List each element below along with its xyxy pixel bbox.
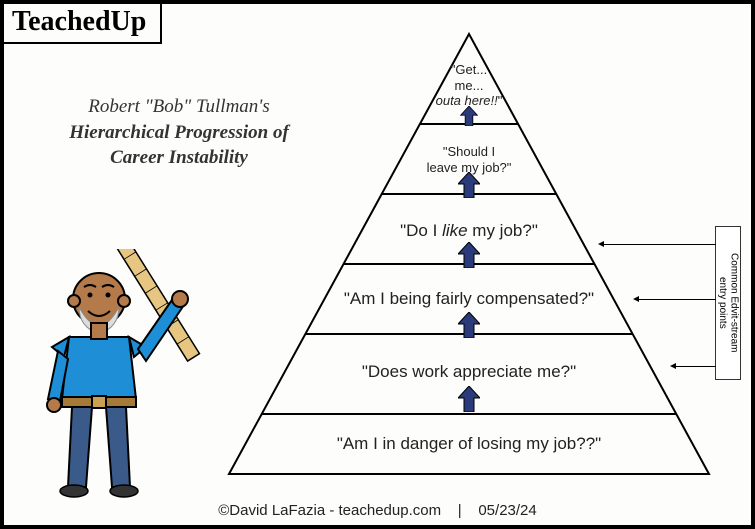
- arrow-up-icon: [458, 172, 480, 198]
- brand-logo: TeachedUp: [4, 4, 162, 44]
- pyramid-diagram: "Am I in danger of losing my job??" "Doe…: [219, 24, 719, 484]
- teacher-character: [34, 249, 214, 499]
- entry-points-text: Common Edvit-streamentry points: [717, 253, 740, 352]
- callout-leader-line: [639, 299, 716, 300]
- arrow-up-icon: [458, 386, 480, 412]
- callout-leader-line: [604, 244, 716, 245]
- pyramid-level-6-label: "Get...me...outa here!!": [219, 62, 719, 109]
- pyramid-level-4-label: "Do I like my job?": [219, 221, 719, 241]
- pyramid-level-1-label: "Am I in danger of losing my job??": [219, 434, 719, 454]
- footer-copyright: ©David LaFazia - teachedup.com: [218, 502, 441, 519]
- pyramid-level-2-label: "Does work appreciate me?": [219, 362, 719, 382]
- entry-points-callout: Common Edvit-streamentry points: [715, 226, 741, 380]
- arrow-up-icon: [458, 242, 480, 268]
- pyramid-level-5-label: "Should Ileave my job?": [219, 144, 719, 175]
- callout-arrowhead-icon: [633, 296, 639, 302]
- footer-sep: |: [458, 502, 462, 519]
- callout-leader-line: [676, 366, 716, 367]
- footer-credits: ©David LaFazia - teachedup.com | 05/23/2…: [4, 502, 751, 519]
- arrow-up-icon: [458, 312, 480, 338]
- footer-date: 05/23/24: [478, 502, 536, 519]
- infographic-frame: TeachedUp Robert "Bob" Tullman's Hierarc…: [0, 0, 755, 529]
- callout-arrowhead-icon: [598, 241, 604, 247]
- callout-arrowhead-icon: [670, 363, 676, 369]
- arrow-up-icon: [460, 106, 478, 126]
